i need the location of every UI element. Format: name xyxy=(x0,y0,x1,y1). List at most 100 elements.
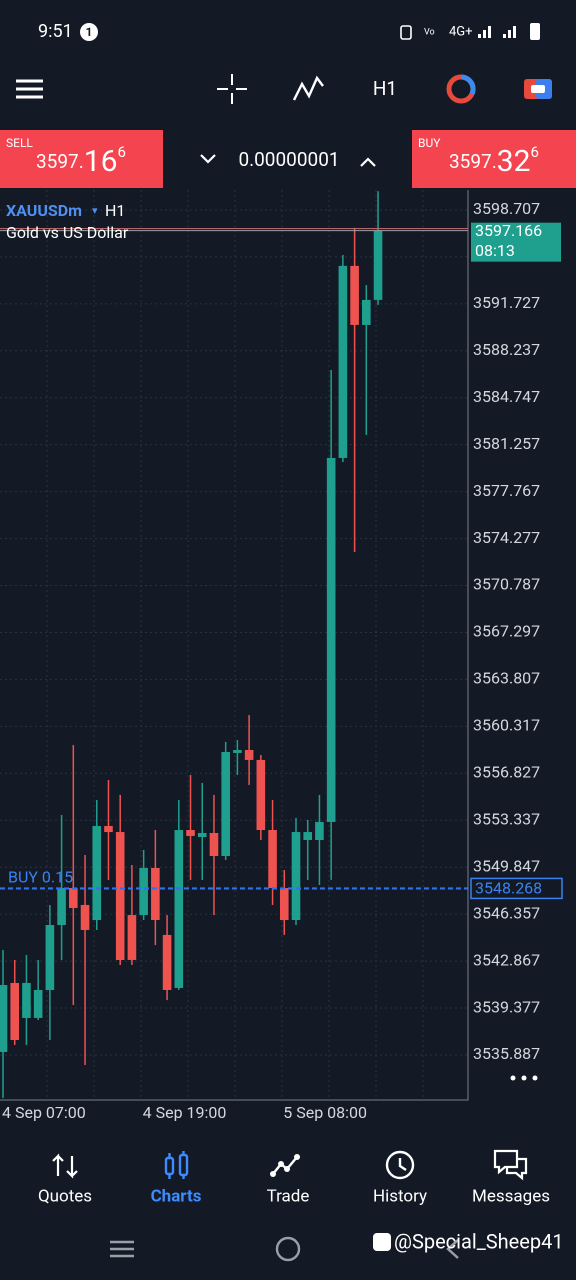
candle-body xyxy=(80,904,90,930)
y-tick-label: 3591.727 xyxy=(473,293,540,312)
watermark-icon xyxy=(373,1233,391,1251)
candle-body xyxy=(291,832,301,921)
messages-icon xyxy=(493,1149,528,1181)
chart[interactable]: 3598.7073595.2173591.7273588.2373584.747… xyxy=(0,190,563,1122)
sell-button[interactable] xyxy=(0,130,163,188)
candle-body xyxy=(268,830,277,889)
y-tick-label: 3553.337 xyxy=(473,809,540,828)
charts-icon xyxy=(164,1151,189,1179)
notification-count: 1 xyxy=(86,25,93,39)
trade-icon xyxy=(272,1156,298,1175)
candle-body xyxy=(0,984,8,1052)
candle-body xyxy=(362,299,371,325)
candle-body xyxy=(69,888,78,909)
sell-price-sup: 6 xyxy=(117,143,125,161)
y-tick-label: 3567.297 xyxy=(473,622,540,641)
timeframe-button[interactable]: H1 xyxy=(373,77,397,100)
watermark: @Special_Sheep41 xyxy=(394,1229,564,1253)
y-tick-label: 3560.317 xyxy=(473,716,540,735)
history-hands xyxy=(398,1158,407,1171)
y-tick-label: 3549.847 xyxy=(473,856,540,875)
candle-body xyxy=(256,759,266,831)
candle-body xyxy=(373,230,383,300)
objects-button-accent xyxy=(460,74,476,96)
y-tick-label: 3581.257 xyxy=(473,434,540,453)
candle-body xyxy=(115,832,125,960)
symbol-description: Gold vs US Dollar xyxy=(6,223,129,242)
candle-body xyxy=(209,832,219,856)
candle-body xyxy=(45,924,55,990)
candle-body xyxy=(33,989,43,1018)
sell-label: SELL xyxy=(6,136,33,150)
nav-item[interactable]: Quotes xyxy=(38,1186,92,1206)
candle-body xyxy=(127,915,137,960)
candle-body xyxy=(233,749,242,753)
volume-down[interactable] xyxy=(200,154,216,164)
y-tick-label: 3542.867 xyxy=(473,950,540,969)
countdown-label: 08:13 xyxy=(475,241,515,260)
candle-body xyxy=(197,832,207,838)
y-tick-label: 3546.357 xyxy=(473,903,540,922)
nav-item[interactable]: History xyxy=(373,1186,427,1206)
candle-body xyxy=(315,821,324,840)
position-price-label: 3548.268 xyxy=(475,879,542,898)
position-price-box xyxy=(470,877,563,900)
x-tick-label: 5 Sep 08:00 xyxy=(283,1103,367,1122)
candle-body xyxy=(221,752,230,856)
history-icon xyxy=(385,1150,415,1180)
y-tick-label: 3570.787 xyxy=(473,575,540,594)
android-recent[interactable] xyxy=(110,1240,134,1258)
sell-price: 3597.166 xyxy=(36,143,126,179)
y-tick-label: 3588.237 xyxy=(473,340,540,359)
trade-icon-dots xyxy=(270,1154,300,1177)
candle-body xyxy=(22,982,31,1018)
indicators-button[interactable] xyxy=(292,75,324,101)
candle-body xyxy=(139,867,148,916)
x-tick-label: 4 Sep 07:00 xyxy=(2,1103,86,1122)
y-tick-label: 3535.887 xyxy=(473,1044,540,1063)
candle-body xyxy=(104,825,113,833)
axis-frame xyxy=(0,190,469,1101)
candle-body xyxy=(151,867,160,921)
volte-icon: Vo xyxy=(424,27,435,37)
y-tick-label: 3539.377 xyxy=(473,997,540,1016)
candle-body xyxy=(326,457,336,822)
current-price-box xyxy=(471,222,561,262)
current-price-label: 3597.166 xyxy=(475,221,542,240)
menu-button[interactable] xyxy=(16,79,43,99)
trade-button-inner xyxy=(531,85,545,93)
battery-icon xyxy=(530,23,540,40)
symbol[interactable]: XAUUSDm xyxy=(6,201,82,220)
position-label: BUY 0.15 xyxy=(8,868,73,887)
candle-body xyxy=(174,830,184,988)
crosshair-button[interactable] xyxy=(217,74,247,104)
candle-body xyxy=(350,265,359,325)
volume-value[interactable]: 0.00000001 xyxy=(238,148,339,171)
buy-button[interactable] xyxy=(412,130,576,188)
candle-body xyxy=(303,832,313,840)
candle-body xyxy=(244,749,254,760)
candle-body xyxy=(10,982,20,1041)
buy-label: BUY xyxy=(418,136,441,150)
nav-item[interactable]: Messages xyxy=(472,1186,550,1206)
nav-labels: Quotes Charts Trade History Messages xyxy=(38,1186,550,1206)
symbol-dropdown: ▾ xyxy=(92,204,98,217)
nav-item[interactable]: Charts xyxy=(151,1186,202,1206)
candle-body xyxy=(92,825,102,921)
android-home[interactable] xyxy=(275,1236,301,1262)
vibrate-icon xyxy=(400,25,412,40)
network-type: 4G+ xyxy=(449,24,473,39)
android-back[interactable] xyxy=(446,1239,459,1259)
more-button[interactable] xyxy=(510,1075,538,1081)
candle-body xyxy=(186,830,195,836)
nav-item[interactable]: Trade xyxy=(267,1186,310,1206)
y-tick-label: 3584.747 xyxy=(473,387,540,406)
status-time: 9:51 xyxy=(38,21,73,42)
volume-up[interactable] xyxy=(360,157,376,167)
sell-price-lead: 3597. xyxy=(36,150,84,173)
buy-price-lead: 3597. xyxy=(449,150,497,173)
candle-body xyxy=(338,265,348,458)
